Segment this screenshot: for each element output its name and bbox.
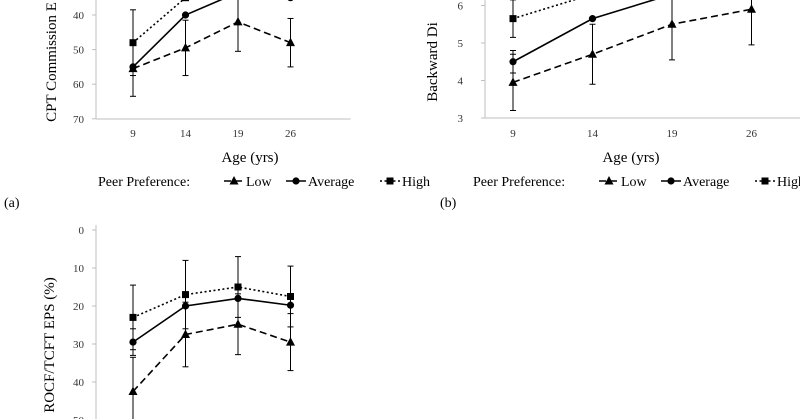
data-point-low: [128, 386, 138, 395]
series-line-low: [132, 21, 291, 70]
y-tick-label: 10: [73, 263, 85, 275]
data-point-low: [667, 19, 677, 28]
data-point-average: [588, 15, 597, 23]
series-line-low: [512, 8, 752, 84]
series-line-high: [512, 0, 577, 20]
chart-panel-a: 40 50 60 70 9 14 19 26 Age (yrs) CPT Commission E: [44, 0, 351, 166]
plot-area: [128, 0, 295, 97]
x-tick-label: 19: [233, 128, 245, 140]
data-point-low: [508, 77, 518, 86]
data-point-high: [182, 291, 189, 299]
legend-label-low: Low: [621, 175, 648, 190]
x-tick-label: 26: [285, 128, 297, 140]
chart-panel-c: 0 10 20 30 40 50 ROCF/TCFT EPS (%): [42, 225, 295, 419]
x-tick-label: 14: [180, 128, 192, 140]
data-point-low: [588, 49, 597, 58]
data-point-high: [509, 15, 517, 23]
y-tick-label: 30: [73, 339, 85, 351]
y-tick-label: 60: [73, 79, 85, 91]
plot-area: [128, 256, 295, 419]
data-point-low: [747, 4, 756, 13]
legend-label-average: Average: [683, 175, 729, 190]
x-tick-label: 26: [746, 128, 758, 140]
panel-label-b: (b): [440, 196, 457, 211]
series-line-average: [132, 297, 291, 343]
chart-panel-b: 3 4 5 6 9 14 19 26 Age (yrs) Backward Di: [425, 0, 800, 166]
y-tick-label: 20: [73, 301, 85, 313]
data-point-high: [129, 313, 137, 321]
y-tick-label: 0: [79, 225, 85, 237]
legend-a: Peer Preference: Low Average High: [98, 175, 430, 190]
plot-area: [508, 0, 756, 111]
data-point-high: [129, 39, 137, 47]
data-point-low: [286, 37, 295, 47]
y-axis-title: ROCF/TCFT EPS (%): [42, 277, 58, 413]
data-point-low: [181, 329, 190, 338]
data-point-low: [286, 337, 295, 346]
y-tick-label: 5: [458, 38, 464, 50]
x-axis-title: Age (yrs): [602, 150, 659, 166]
y-tick-label: 40: [73, 10, 85, 22]
series-line-low: [132, 323, 291, 393]
legend-marker-high: [386, 177, 394, 185]
data-point-high: [234, 283, 242, 291]
y-tick-label: 70: [73, 114, 85, 126]
data-point-average: [287, 0, 294, 2]
y-tick-label: 6: [458, 1, 464, 13]
series-line-high: [132, 0, 185, 44]
legend-marker-low: [604, 176, 614, 185]
x-tick-label: 19: [667, 128, 679, 140]
legend-label-high: High: [777, 175, 800, 190]
x-tick-label: 9: [510, 128, 516, 140]
series-line-high: [132, 286, 291, 319]
legend-label-average: Average: [308, 175, 354, 190]
legend-title: Peer Preference:: [473, 175, 565, 190]
data-point-high: [182, 0, 189, 2]
legend-marker-low: [229, 176, 239, 185]
y-tick-label: 3: [458, 113, 464, 125]
panel-label-a: (a): [4, 196, 20, 211]
y-tick-label: 40: [73, 377, 85, 389]
data-point-average: [181, 11, 190, 19]
data-point-low: [233, 16, 243, 26]
data-point-low: [233, 319, 243, 328]
y-tick-label: 50: [73, 45, 85, 57]
y-axis-title: Backward Di: [425, 22, 441, 102]
legend-label-high: High: [402, 175, 430, 190]
x-tick-label: 9: [130, 128, 136, 140]
legend-b: Peer Preference: Low Average High: [473, 175, 800, 190]
legend-marker-average: [292, 177, 300, 185]
data-point-low: [181, 42, 190, 52]
x-axis-title: Age (yrs): [221, 150, 278, 166]
legend-marker-average: [667, 177, 675, 185]
legend-label-low: Low: [246, 175, 273, 190]
data-point-high: [287, 293, 294, 300]
y-tick-label: 4: [458, 76, 464, 88]
legend-title: Peer Preference:: [98, 175, 190, 190]
legend-marker-high: [761, 177, 769, 185]
series-line-average: [132, 0, 223, 68]
y-axis-title: CPT Commission E: [44, 2, 60, 122]
series-line-average: [512, 0, 656, 63]
data-point-average: [509, 58, 517, 66]
y-tick-label: 50: [73, 415, 85, 419]
x-tick-label: 14: [587, 128, 599, 140]
